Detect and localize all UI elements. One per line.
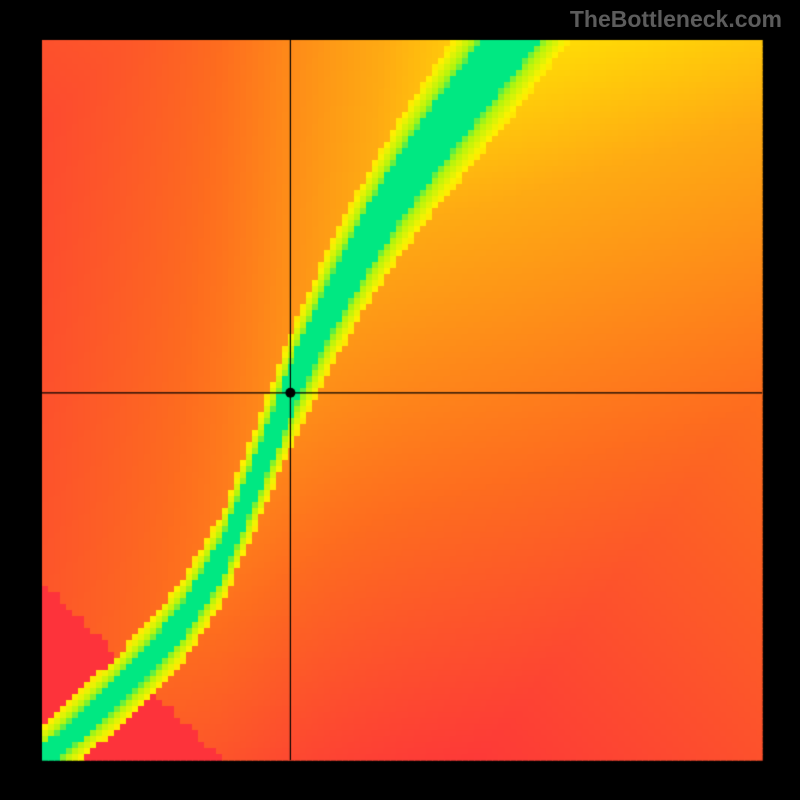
heatmap-canvas [0,0,800,800]
chart-container: TheBottleneck.com [0,0,800,800]
watermark-text: TheBottleneck.com [570,6,782,33]
